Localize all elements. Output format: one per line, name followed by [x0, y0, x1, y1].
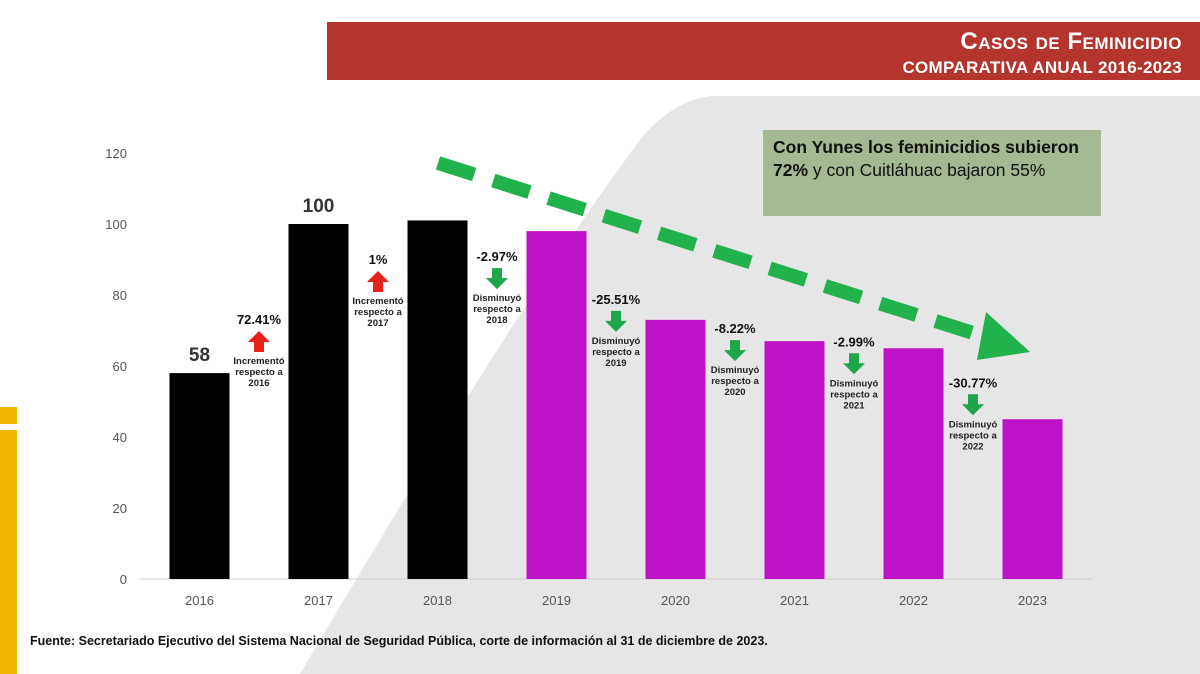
x-tick-label: 2016 [185, 593, 214, 608]
x-tick-label: 2023 [1018, 593, 1047, 608]
arrow-down-icon [605, 310, 627, 332]
change-note: respecto a [711, 376, 759, 387]
decorative-yellow-block [0, 407, 17, 424]
change-note: 2017 [367, 318, 388, 329]
percent-label: 72.41% [237, 312, 282, 327]
trend-arrow [435, 156, 1030, 360]
bar-2019 [526, 231, 587, 579]
change-note: respecto a [235, 367, 283, 378]
y-tick-label: 60 [113, 359, 127, 374]
change-note: respecto a [354, 307, 402, 318]
callout-box: Con Yunes los feminicidios subieron 72% … [763, 130, 1101, 216]
change-note: respecto a [592, 347, 640, 358]
x-tick-label: 2017 [304, 593, 333, 608]
change-note: 2022 [962, 441, 983, 452]
change-note: Disminuyó [473, 293, 522, 304]
change-note: respecto a [473, 304, 521, 315]
bars [169, 220, 1063, 579]
bar-2023 [1002, 419, 1063, 579]
trend-arrowhead [977, 312, 1030, 360]
arrow-up-icon [248, 331, 270, 352]
callout-bold-text: Con Yunes los feminicidios subieron 72% [773, 137, 1079, 180]
change-note: Disminuyó [711, 365, 760, 376]
change-note: 2016 [248, 378, 269, 389]
x-tick-label: 2019 [542, 593, 571, 608]
callout-text: y con Cuitláhuac bajaron 55% [808, 160, 1046, 180]
value-label: 58 [189, 345, 210, 366]
change-note: Incrementó [233, 356, 284, 367]
y-tick-label: 20 [113, 501, 127, 516]
value-label: 100 [303, 196, 335, 217]
bar-2022 [883, 348, 944, 579]
percent-label: -2.97% [476, 249, 518, 264]
change-note: respecto a [830, 389, 878, 400]
change-note: 2018 [486, 315, 507, 326]
change-note: 2019 [605, 358, 626, 369]
change-note: Incrementó [352, 296, 403, 307]
percent-label: -8.22% [714, 321, 756, 336]
x-tick-label: 2020 [661, 593, 690, 608]
change-note: respecto a [949, 430, 997, 441]
percent-label: 1% [369, 252, 388, 267]
bar-2017 [288, 224, 349, 579]
arrow-up-icon [367, 271, 389, 292]
arrow-down-icon [962, 394, 984, 416]
x-tick-label: 2022 [899, 593, 928, 608]
change-note: Disminuyó [949, 419, 998, 430]
page-subtitle: COMPARATIVA ANUAL 2016-2023 [902, 58, 1182, 77]
change-note: 2020 [724, 387, 745, 398]
change-note: Disminuyó [592, 336, 641, 347]
change-note: Disminuyó [830, 378, 879, 389]
percent-label: -30.77% [949, 375, 998, 390]
header-bar: Casos de Feminicidio COMPARATIVA ANUAL 2… [327, 22, 1200, 80]
trend-line [435, 156, 998, 347]
x-tick-label: 2021 [780, 593, 809, 608]
y-tick-label: 80 [113, 288, 127, 303]
arrow-down-icon [486, 268, 508, 290]
page-title: Casos de Feminicidio [960, 28, 1182, 55]
y-tick-label: 0 [120, 572, 127, 587]
bar-2020 [645, 319, 706, 579]
bar-2016 [169, 373, 230, 579]
percent-label: -25.51% [592, 292, 641, 307]
arrow-down-icon [843, 353, 865, 375]
arrow-down-icon [724, 340, 746, 362]
y-tick-label: 120 [105, 146, 127, 161]
percent-label: -2.99% [833, 334, 875, 349]
change-note: 2021 [843, 400, 865, 411]
decorative-yellow-bar [0, 430, 17, 674]
bar-2018 [407, 220, 468, 579]
bar-2021 [764, 341, 825, 579]
y-tick-label: 40 [113, 430, 127, 445]
source-note: Fuente: Secretariado Ejecutivo del Siste… [30, 634, 768, 648]
x-tick-label: 2018 [423, 593, 452, 608]
y-tick-label: 100 [105, 217, 127, 232]
